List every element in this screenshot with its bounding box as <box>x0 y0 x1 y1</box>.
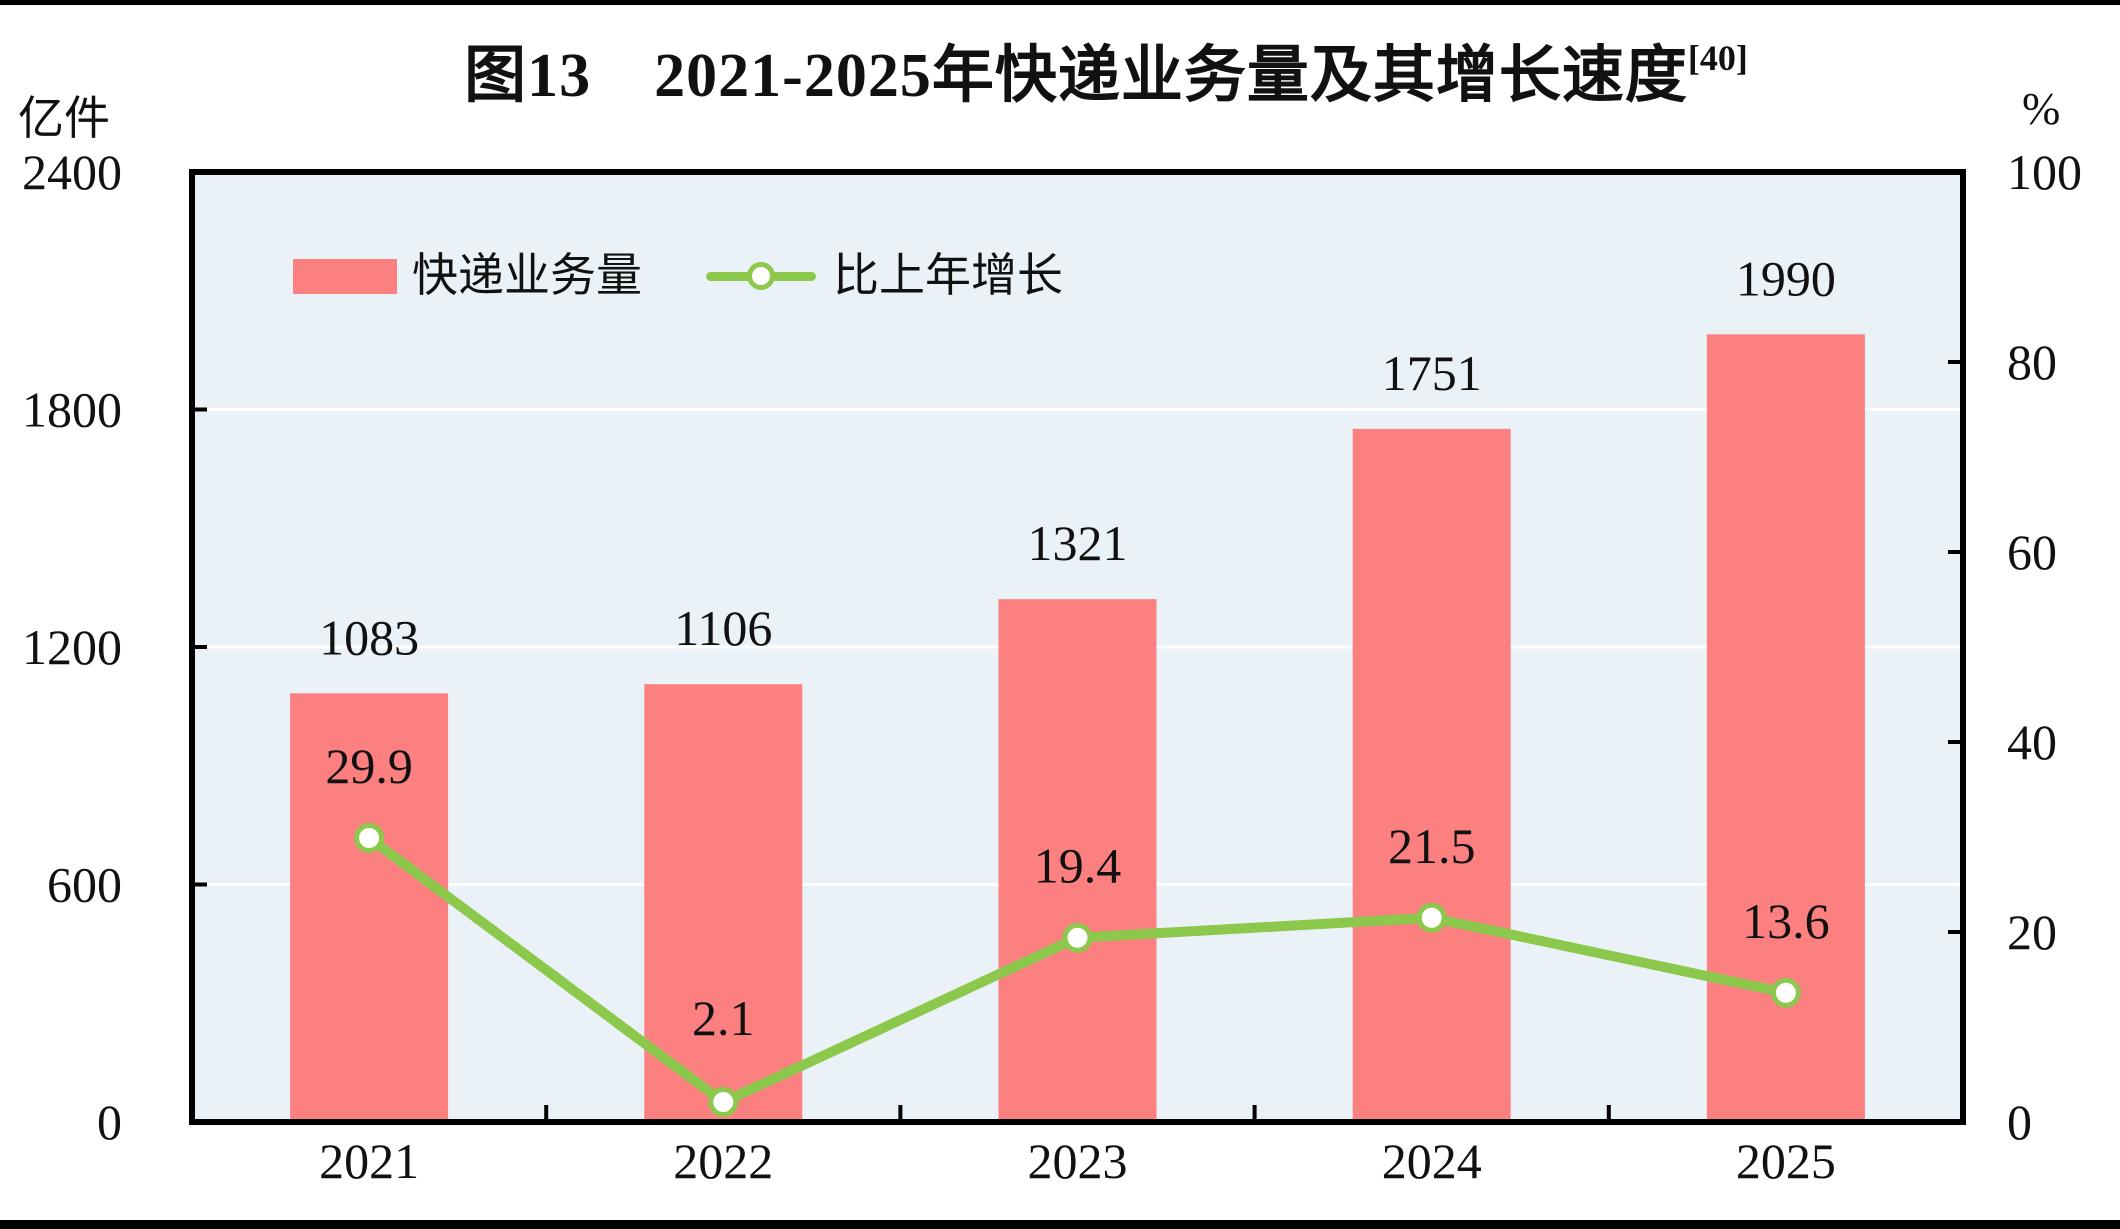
x-axis-label-2022: 2022 <box>673 1133 773 1189</box>
legend-line-marker-icon <box>747 262 775 290</box>
marker-2022 <box>708 1087 739 1118</box>
left-axis-label-600: 600 <box>47 857 122 913</box>
marker-2021 <box>354 822 385 853</box>
growth-label-2021: 29.9 <box>325 738 413 794</box>
left-axis-label-2400: 2400 <box>22 144 122 200</box>
left-axis-unit: 亿件 <box>18 93 110 144</box>
marker-2025 <box>1770 977 1801 1008</box>
growth-label-2025: 13.6 <box>1742 893 1830 949</box>
right-axis-label-80: 80 <box>2007 334 2057 390</box>
right-axis-label-20: 20 <box>2007 904 2057 960</box>
bar-2023 <box>998 599 1157 1122</box>
right-axis-label-100: 100 <box>2007 144 2082 200</box>
letterbox-bottom <box>0 1220 2120 1229</box>
bar-label-2025: 1990 <box>1736 250 1836 306</box>
bar-label-2023: 1321 <box>1028 515 1128 571</box>
x-axis-label-2024: 2024 <box>1382 1133 1482 1189</box>
bar-2022 <box>644 684 803 1122</box>
legend-line-label: 比上年增长 <box>833 250 1063 301</box>
x-axis-label-2021: 2021 <box>319 1133 419 1189</box>
left-axis-label-1800: 1800 <box>22 382 122 438</box>
growth-label-2022: 2.1 <box>692 990 755 1046</box>
right-axis-unit: % <box>2022 83 2061 134</box>
right-axis-label-40: 40 <box>2007 714 2057 770</box>
legend-bar-label: 快递业务量 <box>412 250 642 301</box>
marker-2024 <box>1416 902 1447 933</box>
chart-title-text: 图13 2021-2025年快递业务量及其增长速度 <box>464 42 1688 110</box>
left-axis-label-0: 0 <box>97 1094 122 1150</box>
bar-label-2021: 1083 <box>319 609 419 665</box>
growth-label-2024: 21.5 <box>1388 818 1476 874</box>
legend-bar-swatch <box>293 259 397 294</box>
growth-label-2023: 19.4 <box>1034 838 1122 894</box>
chart-title: 图13 2021-2025年快递业务量及其增长速度[40] <box>92 24 2120 114</box>
left-axis-label-1200: 1200 <box>22 619 122 675</box>
right-axis-label-60: 60 <box>2007 524 2057 580</box>
chart-title-footnote: [40] <box>1687 38 1748 78</box>
x-axis-label-2025: 2025 <box>1736 1133 1836 1189</box>
x-axis-label-2023: 2023 <box>1028 1133 1128 1189</box>
bar-label-2022: 1106 <box>674 600 772 656</box>
letterbox-top <box>0 0 2120 5</box>
bar-2024 <box>1352 428 1511 1122</box>
right-axis-label-0: 0 <box>2007 1094 2032 1150</box>
marker-2023 <box>1062 922 1093 953</box>
bar-2021 <box>290 693 449 1122</box>
bar-label-2024: 1751 <box>1382 345 1482 401</box>
